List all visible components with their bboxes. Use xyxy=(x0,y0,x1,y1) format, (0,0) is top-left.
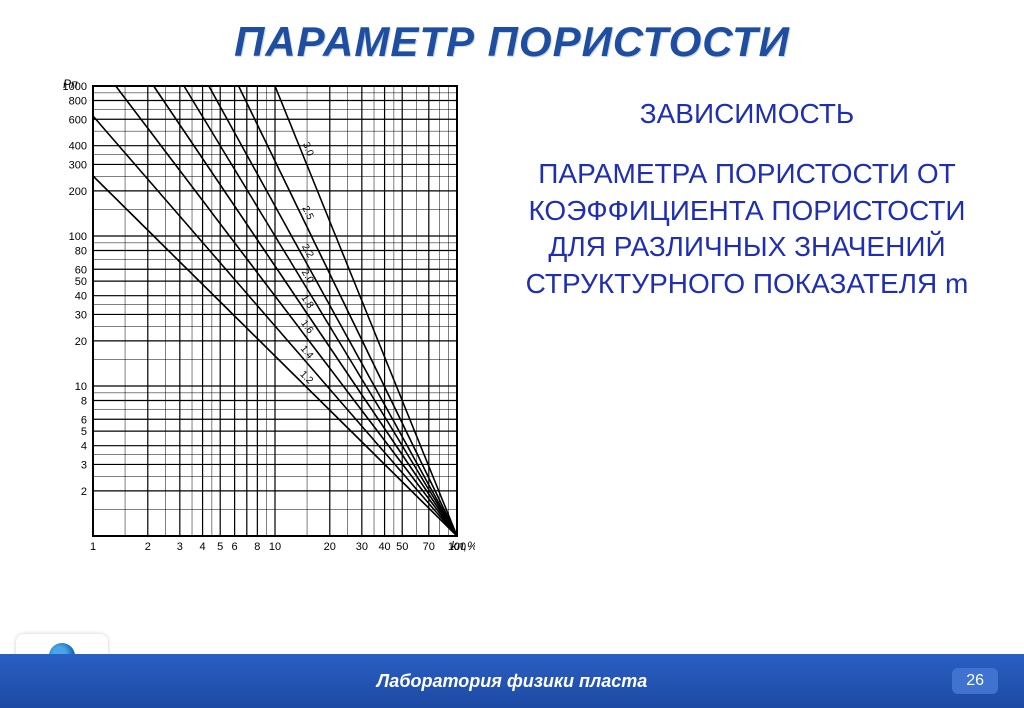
svg-text:10: 10 xyxy=(75,381,87,393)
svg-text:40: 40 xyxy=(378,541,390,553)
svg-text:kп,%: kп,% xyxy=(451,539,475,553)
page-number: 26 xyxy=(952,668,998,694)
svg-text:2: 2 xyxy=(81,486,87,498)
slide-title: ПАРАМЕТР ПОРИСТОСТИ xyxy=(0,18,1024,66)
svg-text:30: 30 xyxy=(356,541,368,553)
svg-text:8: 8 xyxy=(81,396,87,408)
svg-text:2.5: 2.5 xyxy=(299,204,315,222)
svg-text:80: 80 xyxy=(75,246,87,258)
chart-column: 1234568102030405070100234568102030405060… xyxy=(40,76,480,654)
svg-text:30: 30 xyxy=(75,309,87,321)
svg-text:400: 400 xyxy=(69,141,87,153)
svg-text:3.0: 3.0 xyxy=(300,141,316,158)
svg-text:2.2: 2.2 xyxy=(299,242,316,260)
footer-lab: Лаборатория физики пласта xyxy=(377,671,648,692)
svg-text:200: 200 xyxy=(69,186,87,198)
svg-text:50: 50 xyxy=(75,276,87,288)
svg-text:3: 3 xyxy=(177,541,183,553)
svg-text:60: 60 xyxy=(75,264,87,276)
svg-text:5: 5 xyxy=(81,426,87,438)
svg-text:1.2: 1.2 xyxy=(297,369,315,387)
svg-text:800: 800 xyxy=(69,96,87,108)
svg-text:40: 40 xyxy=(75,291,87,303)
footer-bar: Лаборатория физики пласта 26 xyxy=(0,654,1024,708)
svg-text:100: 100 xyxy=(69,231,87,243)
porosity-chart: 1234568102030405070100234568102030405060… xyxy=(45,76,475,566)
svg-text:4: 4 xyxy=(81,441,87,453)
svg-text:300: 300 xyxy=(69,159,87,171)
description-heading: ЗАВИСИМОСТЬ xyxy=(510,96,984,132)
svg-text:6: 6 xyxy=(81,414,87,426)
svg-text:50: 50 xyxy=(396,541,408,553)
svg-text:10: 10 xyxy=(269,541,281,553)
svg-text:2: 2 xyxy=(145,541,151,553)
svg-text:Pп: Pп xyxy=(63,77,78,91)
description-body: ПАРАМЕТРА ПОРИСТОСТИ ОТ КОЭФФИЦИЕНТА ПОР… xyxy=(510,156,984,302)
svg-text:70: 70 xyxy=(423,541,435,553)
svg-text:1: 1 xyxy=(90,541,96,553)
content-row: 1234568102030405070100234568102030405060… xyxy=(0,66,1024,654)
svg-text:5: 5 xyxy=(217,541,223,553)
svg-text:4: 4 xyxy=(200,541,206,553)
description-column: ЗАВИСИМОСТЬ ПАРАМЕТРА ПОРИСТОСТИ ОТ КОЭФ… xyxy=(510,76,984,654)
slide: ПАРАМЕТР ПОРИСТОСТИ 12345681020304050701… xyxy=(0,0,1024,708)
svg-text:6: 6 xyxy=(232,541,238,553)
svg-text:3: 3 xyxy=(81,459,87,471)
svg-text:20: 20 xyxy=(75,336,87,348)
svg-text:8: 8 xyxy=(254,541,260,553)
svg-text:600: 600 xyxy=(69,114,87,126)
svg-text:20: 20 xyxy=(324,541,336,553)
